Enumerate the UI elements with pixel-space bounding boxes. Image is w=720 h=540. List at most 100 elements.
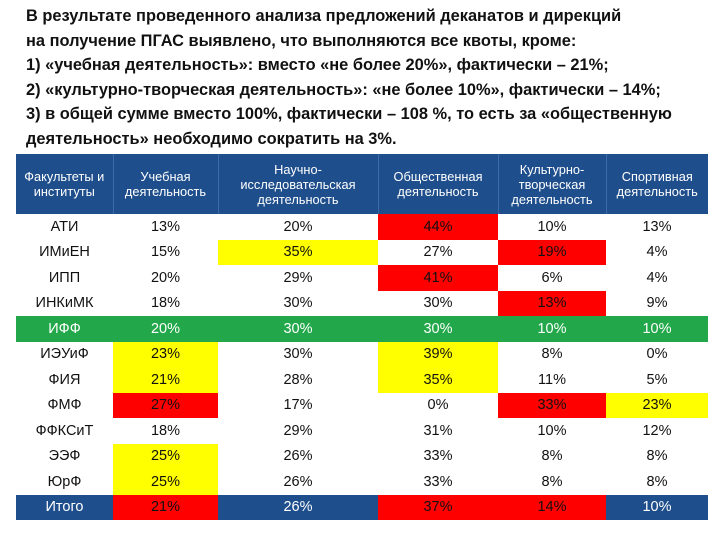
table-cell: 8% <box>646 448 668 465</box>
table-cell: 30% <box>283 346 313 363</box>
table-cell: 9% <box>646 295 668 312</box>
table-row: ФМФ 27% 17% 0% 33% 23% <box>16 392 708 418</box>
table-cell: 21% <box>113 494 218 520</box>
table-cell: 25% <box>113 469 218 495</box>
table-cell: 13% <box>498 290 606 316</box>
table-cell: 10% <box>537 218 567 235</box>
table-cell: 30% <box>283 295 313 312</box>
table-cell: 8% <box>541 473 563 490</box>
table-cell: 10% <box>606 494 708 520</box>
table-cell: 26% <box>218 494 378 520</box>
table-row: ИНКиМК 18% 30% 30% 13% 9% <box>16 290 708 316</box>
table-row: ФИЯ 21% 28% 35% 11% 5% <box>16 367 708 393</box>
table-cell: 41% <box>378 265 498 291</box>
table-cell: 13% <box>642 218 672 235</box>
table-row: Итого 21% 26% 37% 14% 10% <box>16 494 708 520</box>
table-cell: 10% <box>498 316 606 342</box>
table-cell: 12% <box>642 422 672 439</box>
intro-line: деятельность» необходимо сократить на 3%… <box>26 129 397 148</box>
table-cell: 31% <box>423 422 453 439</box>
table-cell: 8% <box>541 346 563 363</box>
row-name: ЭЭФ <box>48 448 81 465</box>
row-name: Итого <box>16 494 113 520</box>
table-cell: 35% <box>218 239 378 265</box>
table-cell: 17% <box>283 397 313 414</box>
column-header: Факультеты и институты <box>16 154 113 214</box>
table-row: ЭЭФ 25% 26% 33% 8% 8% <box>16 443 708 469</box>
table-cell: 20% <box>150 269 181 286</box>
row-name: ФИЯ <box>48 371 81 388</box>
table-cell: 11% <box>538 371 566 388</box>
intro-line: В результате проведенного анализа предло… <box>26 7 622 25</box>
intro-line: на получение ПГАС выявлено, что выполняю… <box>26 31 577 50</box>
table-row: ИПП 20% 29% 41% 6% 4% <box>16 265 708 291</box>
table-cell: 33% <box>423 448 453 465</box>
row-name: ИФФ <box>16 316 113 342</box>
table-cell: 20% <box>113 316 218 342</box>
table-cell: 19% <box>498 239 606 265</box>
table-row: ИФФ 20% 30% 30% 10% 10% <box>16 316 708 342</box>
table-cell: 27% <box>423 244 453 261</box>
table-cell: 39% <box>378 341 498 367</box>
table-cell: 29% <box>283 422 313 439</box>
row-name: ИМиЕН <box>39 244 90 261</box>
table-cell: 0% <box>427 397 449 414</box>
table-cell: 30% <box>218 316 378 342</box>
table-cell: 0% <box>646 346 668 363</box>
table-row: ЮрФ 25% 26% 33% 8% 8% <box>16 469 708 495</box>
table-cell: 5% <box>646 371 668 388</box>
row-name: ФФКСиТ <box>35 422 94 439</box>
table-cell: 23% <box>113 341 218 367</box>
table-cell: 23% <box>606 392 708 418</box>
table-cell: 44% <box>378 214 498 240</box>
quota-table: Факультеты и институты Учебная деятельнос… <box>16 154 708 520</box>
row-name: ФМФ <box>47 397 82 414</box>
table-cell: 29% <box>283 269 313 286</box>
table-row: ИМиЕН 15% 35% 27% 19% 4% <box>16 239 708 265</box>
table-cell: 18% <box>150 295 181 312</box>
table-cell: 26% <box>283 448 313 465</box>
intro-text: В результате проведенного анализа предло… <box>26 4 716 151</box>
table-cell: 20% <box>283 218 313 235</box>
table-cell: 18% <box>150 422 181 439</box>
row-name: ЮрФ <box>47 473 82 490</box>
row-name: ИНКиМК <box>35 295 94 312</box>
column-header: Спортивная деятельность <box>605 154 708 214</box>
table-cell: 6% <box>541 269 563 286</box>
table-cell: 10% <box>606 316 708 342</box>
column-header: Общественная деятельность <box>377 154 498 214</box>
intro-line: 2) «культурно-творческая деятельность»: … <box>26 80 661 99</box>
table-cell: 35% <box>378 367 498 393</box>
table-cell: 13% <box>150 218 181 235</box>
table-row: АТИ 13% 20% 44% 10% 13% <box>16 214 708 240</box>
table-cell: 10% <box>537 422 567 439</box>
table-cell: 37% <box>378 494 498 520</box>
table-row: ИЭУиФ 23% 30% 39% 8% 0% <box>16 341 708 367</box>
table-cell: 30% <box>378 316 498 342</box>
table-cell: 25% <box>113 443 218 469</box>
table-cell: 30% <box>423 295 453 312</box>
table-header-row: Факультеты и институты Учебная деятельнос… <box>16 154 708 214</box>
table-cell: 28% <box>283 371 313 388</box>
table-row: ФФКСиТ 18% 29% 31% 10% 12% <box>16 418 708 444</box>
table-cell: 33% <box>423 473 453 490</box>
intro-line: 1) «учебная деятельность»: вместо «не бо… <box>26 56 609 74</box>
row-name: ИЭУиФ <box>40 346 89 363</box>
table-cell: 21% <box>113 367 218 393</box>
table-cell: 15% <box>150 244 181 261</box>
table-cell: 26% <box>283 473 313 490</box>
row-name: ИПП <box>48 269 81 286</box>
table-body: АТИ 13% 20% 44% 10% 13% ИМиЕН 15% 35% 27% 19% 4% ИПП… <box>16 214 708 520</box>
table-cell: 8% <box>646 473 668 490</box>
table-cell: 8% <box>541 448 563 465</box>
table-cell: 27% <box>113 392 218 418</box>
table-cell: 4% <box>646 244 668 261</box>
table-cell: 33% <box>498 392 606 418</box>
column-header: Научно-исследовательская деятельность <box>217 154 378 214</box>
intro-line: 3) в общей сумме вместо 100%, фактически… <box>26 105 672 123</box>
table-cell: 4% <box>646 269 668 286</box>
table-cell: 14% <box>498 494 606 520</box>
column-header: Учебная деятельность <box>112 154 218 214</box>
row-name: АТИ <box>50 218 79 235</box>
column-header: Культурно-творческая деятельность <box>497 154 606 214</box>
